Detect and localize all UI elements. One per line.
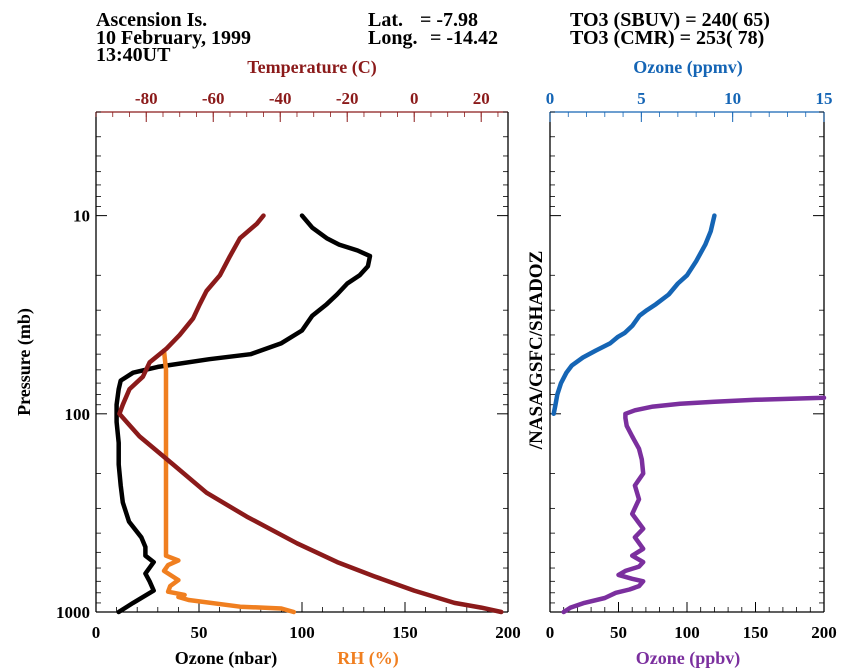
x-top-tick-label: -60 [202,89,225,108]
ozone-nbar-axis-title: Ozone (nbar) [175,648,278,669]
sounding-date: 10 February, 1999 [96,27,251,49]
rh-series-line [161,348,297,615]
watermark-label: /NASA/GSFC/SHADOZ [526,251,547,450]
lat-value: = -7.98 [420,9,478,31]
to3-sbuv: TO3 (SBUV) = 240( 65) [570,9,770,31]
x-top-tick-label: -20 [336,89,359,108]
x-top-tick-label: 5 [637,89,646,108]
x-bottom-tick-label: 150 [743,623,769,642]
x-top-tick-label: 0 [546,89,555,108]
x-top-tick-label: 10 [724,89,741,108]
x-bottom-tick-label: 200 [495,623,521,642]
long-value: = -14.42 [430,27,498,49]
lat-label: Lat. [368,9,403,31]
x-top-tick-label: 0 [410,89,419,108]
ozone-ppbv-series-line [561,395,827,615]
x-top-tick-label: 15 [816,89,833,108]
y-tick-label: 100 [65,405,91,424]
x-top-tick-label: -80 [135,89,158,108]
x-bottom-tick-label: 0 [92,623,101,642]
to3-cmr: TO3 (CMR) = 253( 78) [570,27,764,49]
rh-axis-title: RH (%) [337,648,399,669]
ozone-ppmv-axis-title: Ozone (ppmv) [633,57,743,78]
x-bottom-tick-label: 50 [610,623,627,642]
x-bottom-tick-label: 0 [546,623,555,642]
x-bottom-tick-label: 200 [811,623,837,642]
station-name: Ascension Is. [96,9,207,31]
temperature-c-series-line [117,213,504,615]
x-top-tick-label: -40 [269,89,292,108]
ozone-nbar-series-line [114,213,373,615]
x-top-tick-label: 20 [473,89,490,108]
y-tick-label: 10 [73,207,90,226]
x-bottom-tick-label: 150 [392,623,418,642]
ozone-ppbv-axis-title: Ozone (ppbv) [636,648,741,669]
x-bottom-tick-label: 100 [289,623,315,642]
y-tick-label: 1000 [56,603,90,622]
temperature-axis-title: Temperature (C) [247,57,376,78]
ozone-ppmv-series-line [551,213,717,417]
x-bottom-tick-label: 100 [674,623,700,642]
right-panel: 0 50 100 150 200 0 5 10 15 [546,89,837,642]
long-label: Long. [368,27,417,49]
left-panel: 0 50 100 150 200 -80 -60 -40 -20 0 20 10 100 1000 [56,89,521,642]
pressure-axis-title: Pressure (mb) [14,308,35,416]
sounding-time: 13:40UT [96,44,171,66]
x-bottom-tick-label: 50 [191,623,208,642]
